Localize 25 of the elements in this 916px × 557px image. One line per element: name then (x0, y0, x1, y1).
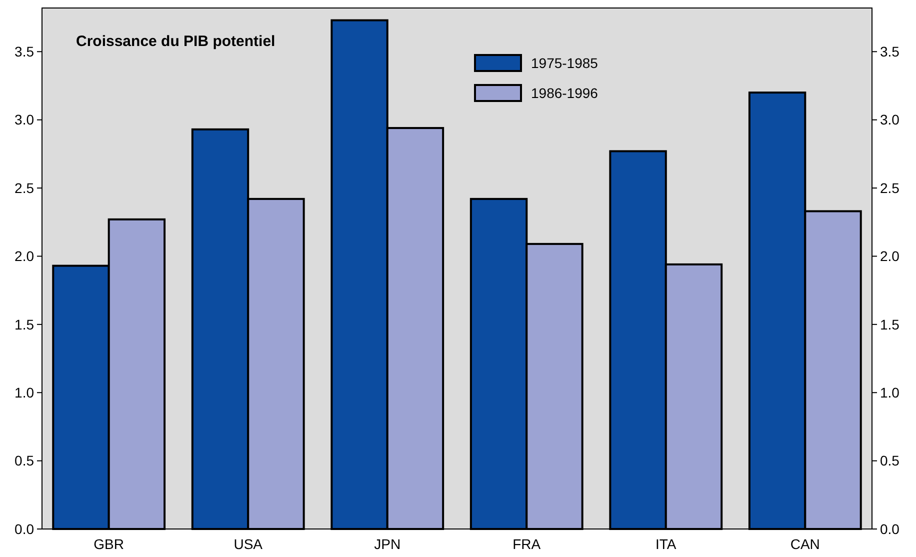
legend-label: 1975-1985 (531, 54, 598, 71)
y-tick-label: 3.0 (14, 112, 34, 128)
y2-tick-label: 1.0 (880, 384, 900, 401)
y2-tick-label: 2.0 (880, 248, 900, 264)
y-tick-label: 3.5 (14, 44, 34, 60)
y-tick-label: 1.5 (14, 316, 34, 332)
y-tick-label: 0.5 (14, 452, 34, 469)
x-tick-label: CAN (790, 536, 820, 552)
y2-tick-label: 3.5 (880, 44, 900, 60)
y-tick-label: 2.5 (14, 180, 34, 196)
y2-tick-label: 3.0 (880, 112, 900, 128)
y-tick-label: 0.0 (14, 520, 34, 537)
y2-tick-label: 1.5 (880, 316, 900, 332)
y2-tick-label: 0.0 (880, 520, 900, 537)
legend-label: 1986-1996 (531, 84, 598, 101)
y-tick-label: 2.0 (14, 248, 34, 264)
x-tick-label: GBR (94, 536, 124, 552)
x-tick-label: USA (234, 536, 264, 552)
x-tick-label: JPN (374, 536, 401, 552)
y-tick-label: 1.0 (14, 384, 34, 401)
x-tick-label: ITA (656, 536, 677, 552)
y2-tick-label: 2.5 (880, 180, 900, 196)
x-tick-label: FRA (512, 536, 542, 552)
text: Croissance du PIB potentiel (76, 33, 276, 50)
y2-tick-label: 0.5 (880, 452, 900, 469)
